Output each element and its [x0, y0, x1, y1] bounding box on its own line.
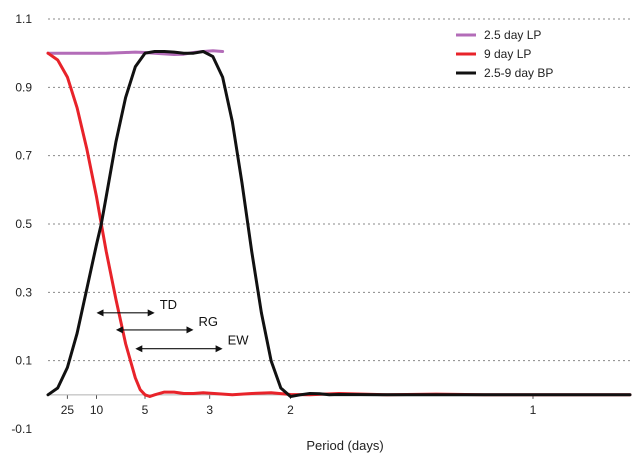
x-tick-label: 10	[90, 403, 104, 417]
grid-lines	[48, 18, 630, 362]
x-tick-label: 25	[61, 403, 75, 417]
x-tick-label: 1	[530, 403, 537, 417]
y-tick-label: 0.7	[15, 149, 32, 163]
annotation-label: EW	[228, 333, 250, 348]
x-axis-label: Period (days)	[306, 438, 383, 453]
series-lines	[46, 49, 632, 398]
arrowhead-right	[147, 309, 155, 317]
x-tick-label: 5	[142, 403, 149, 417]
arrowhead-left	[135, 345, 143, 353]
y-tick-label: 1.1	[15, 12, 32, 26]
arrowhead-right	[215, 345, 223, 353]
y-tick-label: 0.3	[15, 285, 32, 299]
x-tick-label: 2	[287, 403, 294, 417]
arrowhead-left	[115, 326, 123, 334]
x-axis-ticks: 25 10 5 3 2 1	[61, 394, 537, 417]
annotation-label: TD	[160, 297, 177, 312]
arrowhead-right	[186, 326, 194, 334]
legend: 2.5 day LP 9 day LP 2.5-9 day BP	[456, 28, 553, 80]
x-tick-label: 3	[206, 403, 213, 417]
series-line-3	[46, 50, 632, 398]
annotations: TD RG EW	[96, 297, 250, 353]
legend-label: 2.5-9 day BP	[484, 66, 553, 80]
y-tick-label: -0.1	[11, 422, 32, 436]
legend-label: 2.5 day LP	[484, 28, 541, 42]
y-tick-label: 0.9	[15, 80, 32, 94]
legend-label: 9 day LP	[484, 47, 531, 61]
y-tick-label: 0.1	[15, 354, 32, 368]
y-axis-ticks: 1.1 0.9 0.7 0.5 0.3 0.1 -0.1	[11, 12, 32, 436]
annotation-label: RG	[199, 314, 219, 329]
y-tick-label: 0.5	[15, 217, 32, 231]
arrowhead-left	[96, 309, 104, 317]
series-line-2	[46, 51, 632, 398]
